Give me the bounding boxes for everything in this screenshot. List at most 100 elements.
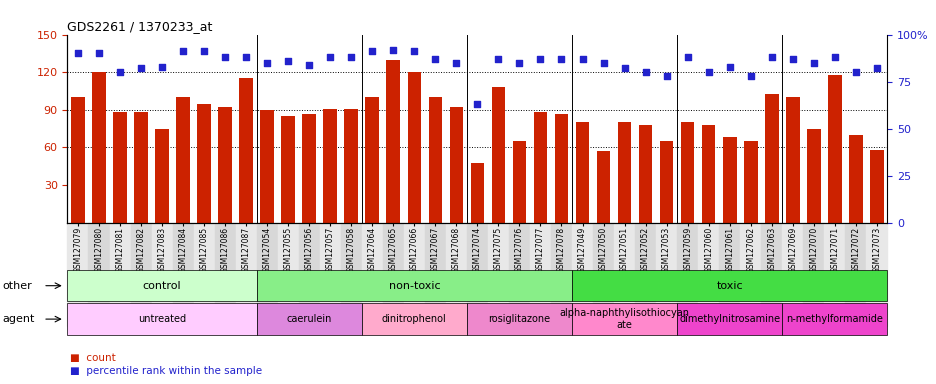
Bar [172, 223, 194, 326]
Point [92, 50, 107, 56]
Bar [764, 94, 778, 223]
Bar [488, 223, 508, 326]
Bar [341, 223, 361, 326]
Point [742, 73, 757, 79]
Bar [680, 122, 694, 223]
Point [826, 54, 841, 60]
Bar [697, 223, 719, 326]
Bar [235, 223, 256, 326]
Bar [470, 162, 484, 223]
Bar [844, 223, 866, 326]
Text: control: control [142, 281, 182, 291]
Bar [299, 223, 319, 326]
Text: GDS2261 / 1370233_at: GDS2261 / 1370233_at [67, 20, 212, 33]
Text: rosiglitazone: rosiglitazone [488, 314, 550, 324]
Point [869, 65, 884, 71]
Bar [571, 223, 592, 326]
Text: non-toxic: non-toxic [388, 281, 440, 291]
Bar [655, 223, 677, 326]
Point [112, 69, 127, 75]
Point [239, 54, 254, 60]
Bar [361, 223, 383, 326]
Bar [592, 223, 613, 326]
Bar [782, 223, 802, 326]
Bar [277, 223, 299, 326]
Bar [508, 223, 530, 326]
Bar [323, 109, 337, 223]
Point [281, 58, 296, 64]
Bar [827, 75, 841, 223]
Text: agent: agent [3, 314, 36, 324]
Bar [302, 114, 315, 223]
Bar [677, 223, 697, 326]
Point [700, 69, 715, 75]
Bar [635, 223, 655, 326]
Point [259, 60, 274, 66]
Bar [617, 122, 631, 223]
Bar [383, 223, 403, 326]
Point [680, 54, 695, 60]
Bar [719, 223, 739, 326]
Bar [446, 223, 466, 326]
Bar [722, 137, 736, 223]
Bar [152, 223, 172, 326]
Point [469, 101, 484, 107]
Bar [806, 129, 820, 223]
Point [490, 56, 505, 62]
Bar [92, 72, 106, 223]
Point [386, 46, 401, 53]
Point [533, 56, 548, 62]
Bar [530, 223, 550, 326]
Bar [848, 135, 862, 223]
Point [764, 54, 779, 60]
Bar [386, 60, 400, 223]
Point [70, 50, 85, 56]
Point [154, 63, 169, 70]
Point [617, 65, 632, 71]
Bar [407, 72, 420, 223]
Point [134, 65, 149, 71]
Text: n-methylformamide: n-methylformamide [785, 314, 883, 324]
Point [595, 60, 610, 66]
Text: ■  percentile rank within the sample: ■ percentile rank within the sample [70, 366, 262, 376]
Bar [802, 223, 824, 326]
Bar [743, 141, 756, 223]
Point [217, 54, 232, 60]
Bar [71, 97, 85, 223]
Point [301, 61, 316, 68]
Bar [866, 223, 886, 326]
Point [658, 73, 673, 79]
Text: other: other [3, 281, 33, 291]
Point [575, 56, 590, 62]
Bar [550, 223, 571, 326]
Bar [256, 223, 277, 326]
Bar [365, 97, 379, 223]
Bar [130, 223, 152, 326]
Point [847, 69, 862, 75]
Text: untreated: untreated [138, 314, 186, 324]
Text: dinitrophenol: dinitrophenol [382, 314, 446, 324]
Bar [760, 223, 782, 326]
Bar [449, 107, 462, 223]
Bar [197, 104, 211, 223]
Bar [701, 125, 715, 223]
Text: dimethylnitrosamine: dimethylnitrosamine [679, 314, 780, 324]
Point [364, 48, 379, 55]
Point [322, 54, 337, 60]
Bar [739, 223, 760, 326]
Point [406, 48, 421, 55]
Bar [596, 151, 609, 223]
Bar [67, 223, 88, 326]
Bar [638, 125, 651, 223]
Text: alpha-naphthylisothiocyan
ate: alpha-naphthylisothiocyan ate [559, 308, 689, 330]
Bar [424, 223, 446, 326]
Point [784, 56, 799, 62]
Text: ■  count: ■ count [70, 353, 116, 363]
Point [428, 56, 443, 62]
Bar [785, 97, 798, 223]
Bar [613, 223, 635, 326]
Bar [869, 150, 883, 223]
Bar [110, 223, 130, 326]
Bar [824, 223, 844, 326]
Bar [176, 97, 190, 223]
